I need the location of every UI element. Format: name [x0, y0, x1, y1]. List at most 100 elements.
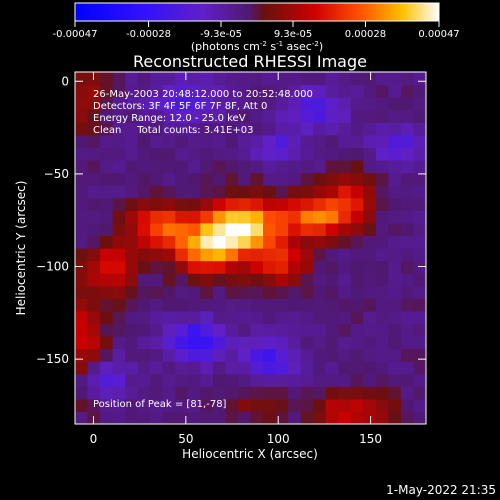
y-axis: 0 −50 −100 −150	[36, 74, 426, 366]
heatmap-cell	[150, 109, 164, 123]
heatmap-cell	[250, 109, 264, 123]
heatmap-cell	[175, 248, 189, 262]
heatmap-cell	[288, 197, 302, 211]
heatmap-cell	[137, 310, 151, 325]
heatmap-cell	[313, 310, 327, 325]
heatmap-cell	[125, 134, 139, 149]
heatmap-cell	[237, 210, 252, 224]
heatmap-cell	[212, 84, 227, 98]
heatmap-cell	[325, 147, 339, 161]
heatmap-cell	[162, 298, 176, 312]
heatmap-cell	[300, 72, 314, 86]
heatmap-cell	[237, 411, 252, 424]
heatmap-cell	[100, 147, 114, 161]
peak-annotation: Position of Peak = [81,-78]	[93, 399, 227, 410]
heatmap-cell	[87, 147, 101, 161]
heatmap-cell	[212, 160, 227, 174]
heatmap-cell	[363, 197, 377, 211]
heatmap-cell	[413, 298, 426, 312]
heatmap-cell	[162, 411, 176, 424]
heatmap-cell	[200, 336, 214, 350]
heatmap-cell	[263, 84, 277, 98]
heatmap-cell	[325, 84, 339, 98]
heatmap-cell	[400, 97, 415, 111]
heatmap-cell	[75, 147, 89, 161]
heatmap-cell	[375, 260, 389, 274]
heatmap-cell	[400, 386, 415, 400]
heatmap-cell	[288, 411, 302, 424]
heatmap-cell	[150, 386, 164, 400]
heatmap-cell	[150, 197, 164, 211]
heatmap-cell	[237, 285, 252, 299]
heatmap-cell	[175, 210, 189, 224]
heatmap-cell	[175, 197, 189, 211]
heatmap-cell	[225, 348, 239, 362]
heatmap-cell	[150, 210, 164, 224]
heatmap-cell	[87, 310, 101, 325]
heatmap-cell	[338, 398, 352, 413]
heatmap-cell	[75, 273, 89, 287]
heatmap-cell	[75, 222, 89, 237]
heatmap-cell	[237, 323, 252, 337]
heatmap-cell	[150, 84, 164, 98]
heatmap-cell	[325, 185, 339, 199]
heatmap-cell	[263, 336, 277, 350]
heatmap-cell	[313, 185, 327, 199]
heatmap-cell	[212, 97, 227, 111]
heatmap-cell	[200, 197, 214, 211]
heatmap-cell	[225, 273, 239, 287]
heatmap-cell	[325, 72, 339, 86]
heatmap-cell	[375, 185, 389, 199]
heatmap-cell	[225, 109, 239, 123]
heatmap-cell	[300, 298, 314, 312]
heatmap-cell	[400, 109, 415, 123]
heatmap-cell	[363, 273, 377, 287]
heatmap-cell	[225, 398, 239, 413]
heatmap-cell	[87, 273, 101, 287]
heatmap-cell	[338, 323, 352, 337]
heatmap-cell	[300, 172, 314, 186]
heatmap-cell	[150, 235, 164, 249]
heatmap-cell	[350, 323, 364, 337]
heatmap-cell	[313, 298, 327, 312]
heatmap-cell	[388, 97, 402, 111]
colorbar-tick-label: 9.3e-05	[274, 29, 312, 40]
heatmap-cell	[237, 298, 252, 312]
heatmap-cell	[338, 386, 352, 400]
heatmap-cell	[375, 398, 389, 413]
heatmap-cell	[288, 72, 302, 86]
heatmap-cell	[400, 323, 415, 337]
heatmap-cell	[75, 97, 89, 111]
heatmap-cell	[263, 172, 277, 186]
heatmap-cell	[363, 348, 377, 362]
heatmap-cell	[150, 122, 164, 136]
heatmap-cell	[175, 285, 189, 299]
heatmap-cell	[100, 222, 114, 237]
heatmap-cell	[212, 298, 227, 312]
heatmap-cell	[162, 210, 176, 224]
heatmap-cell	[150, 172, 164, 186]
heatmap-cell	[313, 210, 327, 224]
heatmap-cell	[187, 109, 201, 123]
heatmap-cell	[350, 398, 364, 413]
heatmap-cell	[225, 373, 239, 387]
heatmap-cell	[363, 109, 377, 123]
heatmap-cell	[125, 160, 139, 174]
heatmap-cell	[350, 298, 364, 312]
heatmap-cell	[350, 185, 364, 199]
heatmap-cell	[87, 97, 101, 111]
heatmap-cell	[300, 336, 314, 350]
heatmap-cell	[400, 147, 415, 161]
heatmap-cell	[175, 185, 189, 199]
heatmap-cell	[75, 197, 89, 211]
heatmap-cell	[175, 109, 189, 123]
heatmap-cell	[250, 172, 264, 186]
heatmap-cell	[300, 84, 314, 98]
heatmap-cell	[350, 273, 364, 287]
x-tick-label: 150	[359, 432, 382, 446]
heatmap-cell	[112, 348, 126, 362]
heatmap-cell	[288, 398, 302, 413]
heatmap-cell	[112, 222, 126, 237]
plot-frame	[74, 71, 427, 425]
heatmap-cell	[125, 109, 139, 123]
